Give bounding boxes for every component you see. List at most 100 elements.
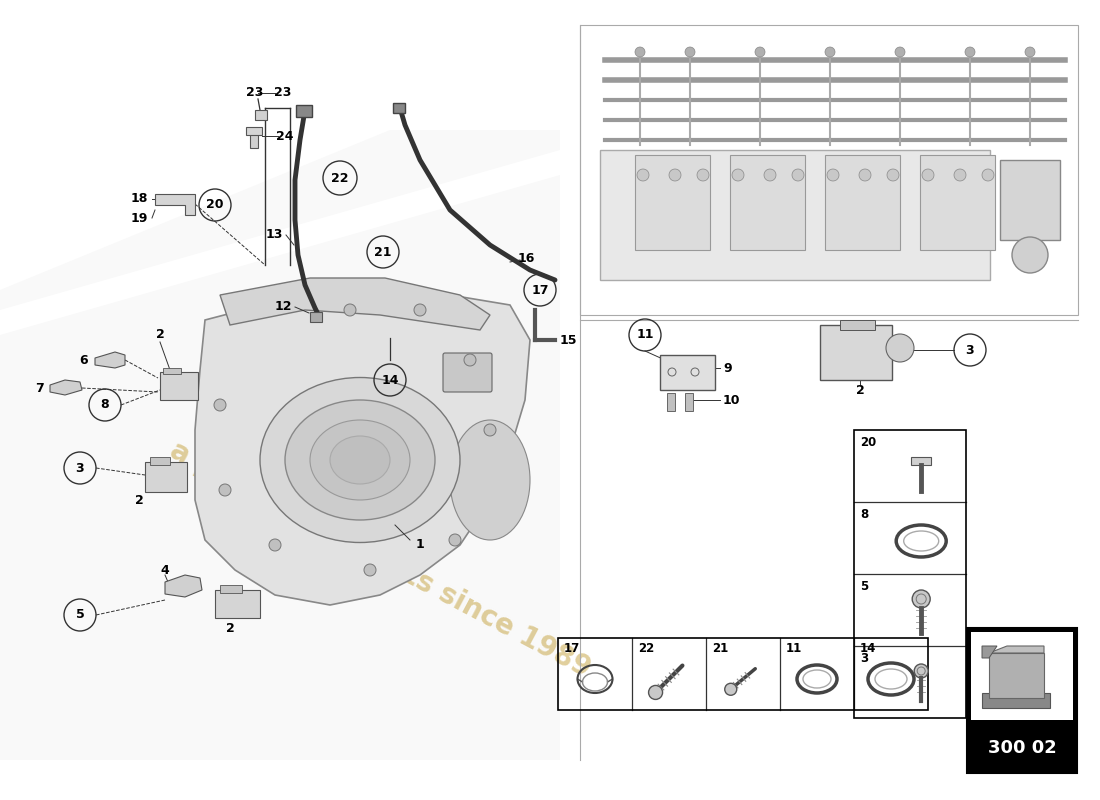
Polygon shape — [165, 575, 202, 597]
Text: 2: 2 — [155, 329, 164, 342]
Bar — [558, 638, 928, 710]
Circle shape — [755, 47, 764, 57]
Text: 15: 15 — [560, 334, 578, 346]
Circle shape — [886, 334, 914, 362]
Text: 18: 18 — [131, 193, 149, 206]
Circle shape — [827, 169, 839, 181]
Polygon shape — [95, 352, 125, 368]
Bar — [989, 653, 1044, 698]
Text: 20: 20 — [207, 198, 223, 211]
Polygon shape — [982, 646, 997, 658]
Circle shape — [697, 169, 710, 181]
Text: 3: 3 — [966, 343, 975, 357]
Text: 10: 10 — [723, 394, 740, 406]
Ellipse shape — [450, 420, 530, 540]
Circle shape — [954, 169, 966, 181]
Text: a passion for parts since 1989: a passion for parts since 1989 — [165, 437, 595, 683]
Bar — [600, 150, 990, 280]
Polygon shape — [155, 194, 195, 215]
Circle shape — [764, 169, 776, 181]
Bar — [1000, 160, 1060, 240]
Bar — [255, 110, 267, 120]
Polygon shape — [50, 380, 82, 395]
Circle shape — [922, 169, 934, 181]
Bar — [246, 127, 262, 135]
Bar — [854, 430, 966, 718]
Text: 21: 21 — [374, 246, 392, 258]
Circle shape — [344, 304, 356, 316]
Text: 300 02: 300 02 — [988, 739, 1056, 758]
Bar — [150, 457, 170, 465]
Circle shape — [792, 169, 804, 181]
Text: 2: 2 — [226, 622, 234, 634]
Circle shape — [270, 539, 280, 551]
Bar — [967, 628, 1077, 773]
Circle shape — [887, 169, 899, 181]
Bar — [296, 105, 312, 117]
Circle shape — [464, 354, 476, 366]
Bar — [145, 462, 187, 492]
Text: 20: 20 — [860, 435, 877, 449]
Text: 22: 22 — [638, 642, 654, 655]
Ellipse shape — [310, 420, 410, 500]
Circle shape — [484, 424, 496, 436]
Circle shape — [214, 399, 225, 411]
Text: 11: 11 — [786, 642, 802, 655]
Circle shape — [669, 169, 681, 181]
Text: 5: 5 — [860, 579, 868, 593]
Text: 23: 23 — [274, 86, 292, 99]
Text: 21: 21 — [712, 642, 728, 655]
Bar — [667, 393, 675, 411]
Text: 14: 14 — [860, 642, 877, 655]
Circle shape — [912, 590, 931, 608]
Circle shape — [725, 683, 737, 695]
Circle shape — [414, 304, 426, 316]
Text: 5: 5 — [76, 609, 85, 622]
Bar — [820, 325, 892, 380]
Bar — [160, 372, 198, 400]
Circle shape — [732, 169, 744, 181]
Text: 12: 12 — [275, 301, 292, 314]
Bar — [840, 320, 874, 330]
Bar — [310, 312, 322, 322]
Circle shape — [219, 484, 231, 496]
Text: 16: 16 — [518, 251, 536, 265]
Text: 8: 8 — [101, 398, 109, 411]
Bar — [971, 632, 1072, 720]
Bar — [393, 103, 405, 113]
Polygon shape — [0, 130, 560, 760]
Circle shape — [364, 564, 376, 576]
Text: 17: 17 — [564, 642, 581, 655]
Polygon shape — [989, 646, 1044, 653]
Text: 8: 8 — [860, 507, 868, 521]
Circle shape — [685, 47, 695, 57]
Circle shape — [635, 47, 645, 57]
Bar — [730, 155, 805, 250]
Circle shape — [1012, 237, 1048, 273]
Text: 3: 3 — [76, 462, 85, 474]
Ellipse shape — [285, 400, 435, 520]
Circle shape — [449, 534, 461, 546]
Circle shape — [1025, 47, 1035, 57]
Polygon shape — [0, 150, 560, 335]
Text: 4: 4 — [161, 563, 169, 577]
Text: 22: 22 — [331, 171, 349, 185]
Text: 2: 2 — [134, 494, 143, 506]
Bar — [635, 155, 710, 250]
Text: 14: 14 — [382, 374, 398, 386]
Text: 11: 11 — [636, 329, 653, 342]
Circle shape — [649, 686, 662, 699]
Polygon shape — [195, 285, 530, 605]
Bar — [982, 693, 1050, 708]
Ellipse shape — [330, 436, 390, 484]
Circle shape — [637, 169, 649, 181]
Bar — [685, 393, 693, 411]
Text: 3: 3 — [860, 651, 868, 665]
Circle shape — [965, 47, 975, 57]
Circle shape — [982, 169, 994, 181]
Text: 9: 9 — [723, 362, 732, 374]
Text: 2: 2 — [856, 383, 865, 397]
Circle shape — [914, 664, 928, 678]
Text: 7: 7 — [35, 382, 44, 394]
Bar — [825, 155, 900, 250]
